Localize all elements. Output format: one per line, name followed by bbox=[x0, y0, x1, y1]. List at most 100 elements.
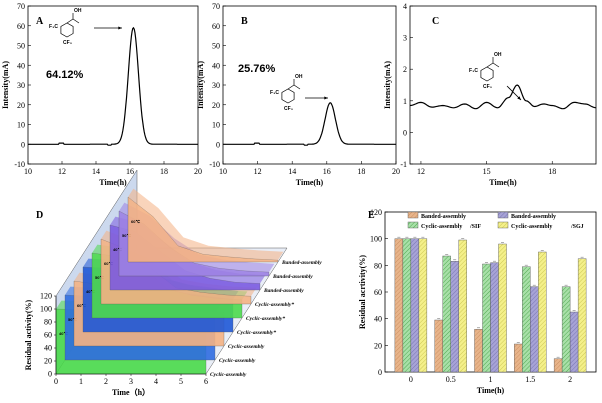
temperature-label: 50℃ bbox=[122, 233, 131, 238]
bar bbox=[394, 238, 404, 373]
bond bbox=[72, 18, 80, 24]
arrow-head bbox=[517, 96, 521, 100]
y-tick-label: 60 bbox=[17, 22, 25, 31]
x-tick-label: 12 bbox=[254, 167, 262, 176]
y-tick-label: 20 bbox=[212, 101, 220, 110]
y-tick-label: 0 bbox=[21, 140, 25, 149]
temperature-label: 40℃ bbox=[86, 289, 95, 294]
x-axis-label: Time(h) bbox=[296, 178, 324, 187]
x-tick-label: 1.5 bbox=[525, 375, 535, 384]
panel-letter: C bbox=[432, 16, 439, 27]
y-tick-label: 50 bbox=[17, 42, 25, 51]
molecule-label-oh: OH bbox=[74, 8, 82, 14]
bar bbox=[538, 251, 547, 373]
arrow-head bbox=[118, 26, 122, 30]
x-tick-label: 2 bbox=[568, 375, 572, 384]
panel-d: 40℃ Cyclic-assembly 50℃ Cyclic-assembly 60℃ C… bbox=[24, 169, 322, 397]
temperature-label: 40℃ bbox=[113, 247, 122, 252]
bar bbox=[577, 258, 587, 373]
y-tick-label: 0 bbox=[378, 368, 382, 377]
plot-frame bbox=[409, 5, 597, 165]
y-tick-label: 40 bbox=[44, 344, 52, 353]
temperature-label: 50℃ bbox=[95, 275, 104, 280]
y-tick-label: 100 bbox=[40, 305, 52, 314]
panel-letter: B bbox=[241, 16, 248, 27]
benzene-ring bbox=[480, 66, 494, 82]
series-label: Cyclic-assembly* bbox=[255, 301, 294, 308]
y-tick-label: 10 bbox=[212, 121, 220, 130]
panel-letter: A bbox=[36, 16, 44, 27]
panel-a: -10 0 10 20 30 40 50 60 70 10 12 14 16 18 20 Time(h) Int… bbox=[1, 2, 202, 187]
y-tick-label: 10 bbox=[17, 121, 25, 130]
percent-annotation: 64.12% bbox=[46, 69, 84, 81]
bar bbox=[482, 263, 491, 373]
temperature-label: 50℃ bbox=[68, 317, 77, 322]
bar bbox=[498, 243, 507, 373]
x-tick-label: 0 bbox=[409, 375, 413, 384]
bond bbox=[492, 62, 500, 68]
bond bbox=[486, 62, 494, 68]
bar bbox=[442, 255, 451, 373]
x-tick-label: 3 bbox=[129, 377, 133, 386]
y-tick-label: -10 bbox=[209, 160, 220, 169]
legend-label: Banded-assembly bbox=[421, 214, 466, 220]
x-tick-label: 1 bbox=[79, 377, 83, 386]
y-axis-label: Intensity(mA) bbox=[196, 61, 205, 109]
legend-swatch bbox=[407, 211, 419, 219]
chromatogram-line bbox=[223, 102, 396, 146]
series-label: Banded-assembly bbox=[272, 274, 313, 280]
y-tick-label: 20 bbox=[17, 101, 25, 110]
legend-label: Cyclic-assembly bbox=[511, 224, 552, 230]
y-tick-label: 70 bbox=[212, 2, 220, 11]
area-ribbon bbox=[128, 188, 284, 261]
x-axis-label: Time（h） bbox=[112, 387, 150, 397]
x-axis-label: Time(h) bbox=[99, 178, 127, 187]
series-label: Cyclic-assembly bbox=[210, 372, 247, 378]
x-tick-label: 12 bbox=[417, 167, 425, 176]
y-tick-label: 70 bbox=[17, 2, 25, 11]
x-tick-label: 18 bbox=[160, 167, 168, 176]
molecule-label-cf3: F₃C bbox=[49, 24, 58, 30]
molecule-label-cf3: CF₃ bbox=[483, 84, 493, 90]
y-tick-label: 20 bbox=[374, 341, 382, 350]
molecule-label-oh: OH bbox=[295, 74, 303, 80]
benzene-ring bbox=[281, 88, 295, 104]
x-tick-label: 10 bbox=[219, 167, 227, 176]
y-tick-label: 40 bbox=[212, 61, 220, 70]
x-tick-label: 18 bbox=[357, 167, 365, 176]
bond bbox=[287, 84, 295, 90]
y-tick-label: 60 bbox=[44, 331, 52, 340]
x-tick-label: 2 bbox=[104, 377, 108, 386]
molecule-structure: OH F₃C CF₃ bbox=[469, 52, 502, 90]
bar bbox=[450, 261, 459, 373]
x-tick-label: 14 bbox=[92, 167, 100, 176]
x-axis-label: Time(h) bbox=[477, 386, 505, 395]
x-tick-label: 16 bbox=[323, 167, 331, 176]
x-tick-label: 12 bbox=[58, 167, 66, 176]
y-tick-label: 50 bbox=[212, 42, 220, 51]
x-tick-label: 15 bbox=[483, 167, 491, 176]
legend-swatch bbox=[407, 221, 419, 229]
y-axis-label: Residual acrtivity(%) bbox=[358, 255, 367, 329]
y-axis-label: Intensity(mA) bbox=[1, 61, 10, 109]
x-tick-label: 16 bbox=[126, 167, 134, 176]
x-tick-label: 10 bbox=[24, 167, 32, 176]
legend-label: Banded-assembly bbox=[511, 214, 556, 220]
molecule-label-cf3: CF₃ bbox=[63, 40, 73, 46]
bar bbox=[458, 239, 467, 373]
series-label: Cyclic-assembly bbox=[219, 358, 256, 364]
x-tick-label: 0 bbox=[54, 377, 58, 386]
molecule-label-cf3: CF₃ bbox=[284, 106, 294, 112]
y-tick-label: 3 bbox=[403, 34, 407, 43]
bar bbox=[418, 238, 428, 373]
panel-letter: D bbox=[36, 210, 43, 221]
y-tick-label: 40 bbox=[17, 61, 25, 70]
legend-suffix: /SIF bbox=[469, 224, 481, 230]
temperature-label: 60℃ bbox=[131, 219, 140, 224]
legend-suffix: /SGJ bbox=[570, 224, 584, 230]
y-tick-label: 100 bbox=[370, 235, 382, 244]
y-tick-label: 0 bbox=[216, 140, 220, 149]
series-label: Cyclic-assembly* bbox=[237, 329, 276, 336]
